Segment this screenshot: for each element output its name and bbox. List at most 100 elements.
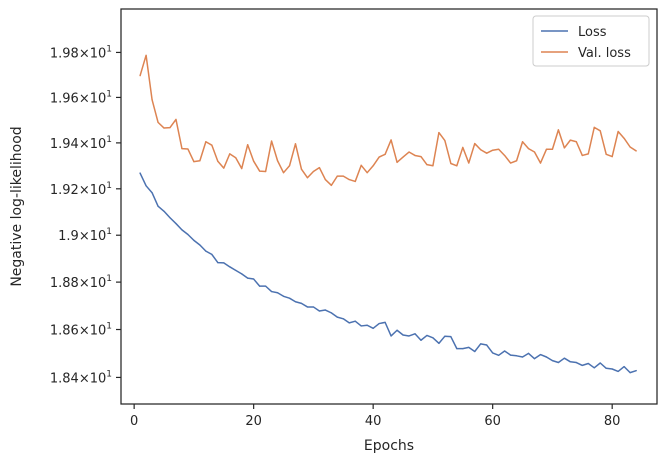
series-val-loss — [139, 54, 637, 187]
data-point — [318, 167, 320, 169]
x-tick-label: 80 — [604, 414, 621, 429]
data-point — [211, 144, 213, 146]
data-point — [575, 141, 577, 143]
data-point — [581, 364, 583, 366]
data-point — [163, 210, 165, 212]
data-point — [384, 321, 386, 323]
data-point — [492, 149, 494, 151]
data-point — [474, 142, 476, 145]
data-point — [241, 167, 243, 170]
data-point — [169, 217, 171, 219]
x-tick-label: 60 — [484, 414, 501, 429]
data-point — [402, 156, 404, 158]
data-point — [486, 344, 488, 346]
data-point — [169, 127, 171, 129]
data-point — [498, 354, 500, 356]
legend: Loss Val. loss — [532, 15, 650, 67]
data-point — [318, 310, 320, 312]
data-point — [259, 285, 261, 287]
data-point — [282, 172, 285, 174]
data-point — [354, 320, 356, 322]
data-point — [587, 362, 589, 365]
data-point — [587, 153, 589, 155]
legend-box — [532, 15, 650, 67]
data-point — [294, 301, 297, 303]
data-point — [408, 151, 410, 153]
data-point — [229, 153, 231, 155]
data-point — [211, 253, 213, 255]
data-point — [378, 156, 380, 158]
data-point — [617, 130, 619, 133]
data-point — [420, 339, 422, 341]
data-point — [611, 156, 613, 158]
legend-label: Loss — [578, 25, 607, 40]
data-point — [599, 130, 601, 132]
y-tick-base: 10 — [90, 137, 107, 152]
data-point — [342, 318, 344, 320]
data-point — [402, 334, 404, 336]
data-point — [336, 316, 338, 318]
data-point — [414, 154, 416, 157]
y-tick-label: 1.9×101 — [58, 227, 112, 244]
data-point — [175, 118, 177, 121]
data-point — [605, 367, 607, 369]
y-tick-base: 10 — [90, 46, 107, 61]
data-point — [450, 162, 452, 165]
y-tick-mantissa: 1.92 — [50, 183, 79, 198]
data-point — [360, 325, 362, 327]
y-tick-exponent: 1 — [106, 44, 112, 54]
y-tick-mantissa: 1.98 — [50, 46, 79, 61]
data-point — [593, 367, 595, 369]
y-tick-label: 1.98×101 — [50, 44, 112, 61]
data-point — [605, 153, 607, 155]
data-point — [581, 154, 583, 157]
data-point — [462, 348, 464, 350]
data-point — [456, 165, 458, 167]
data-point — [384, 153, 386, 155]
data-point — [545, 148, 548, 150]
data-point — [396, 329, 398, 331]
data-point — [348, 322, 350, 324]
data-point — [545, 356, 548, 358]
data-point — [450, 336, 452, 338]
y-tick-base: 10 — [90, 276, 107, 291]
data-point — [306, 306, 309, 308]
data-point — [253, 278, 255, 280]
data-point — [187, 233, 189, 236]
data-point — [504, 154, 506, 157]
data-point — [426, 164, 428, 166]
y-tick-times: × — [79, 46, 90, 61]
data-point — [617, 370, 619, 373]
data-point — [575, 361, 577, 364]
data-point — [312, 170, 315, 173]
data-point — [276, 292, 279, 294]
data-point — [563, 357, 565, 359]
y-tick-label: 1.88×101 — [50, 274, 112, 291]
data-point — [551, 359, 554, 362]
data-point — [492, 352, 494, 354]
data-point — [270, 140, 273, 142]
y-tick-exponent: 1 — [106, 274, 112, 284]
series-loss — [139, 172, 637, 374]
data-point — [539, 162, 542, 164]
data-point — [414, 333, 416, 335]
y-tick-label: 1.84×101 — [50, 369, 112, 386]
y-tick-times: × — [79, 324, 90, 339]
data-point — [294, 143, 297, 145]
y-tick-exponent: 1 — [106, 89, 112, 99]
data-point — [504, 350, 506, 352]
data-point — [533, 151, 536, 153]
data-point — [354, 180, 356, 183]
data-point — [510, 354, 512, 356]
data-point — [635, 150, 637, 152]
data-point — [438, 342, 440, 344]
data-point — [247, 277, 249, 279]
y-tick-exponent: 1 — [106, 181, 112, 191]
data-point — [259, 170, 261, 172]
y-tick-mantissa: 1.96 — [50, 91, 79, 106]
data-point — [557, 361, 560, 364]
data-point — [288, 297, 291, 299]
data-point — [187, 148, 189, 150]
data-point — [336, 175, 338, 177]
